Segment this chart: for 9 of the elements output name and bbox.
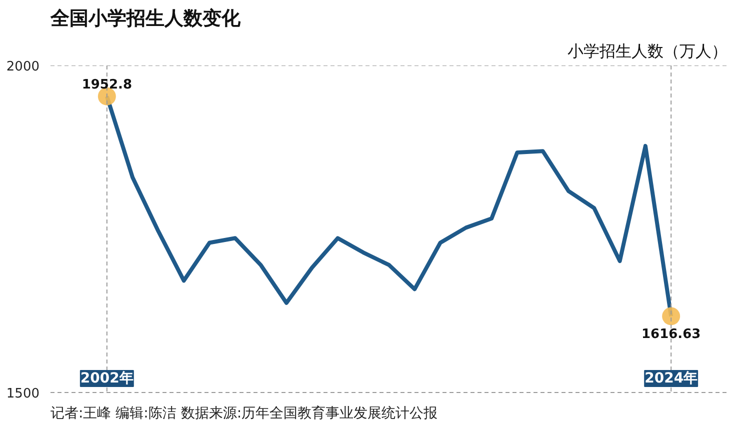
data-label: 1616.63: [641, 327, 701, 342]
chart-title: 全国小学招生人数变化: [50, 8, 242, 30]
text: 记者:王峰 编辑:陈洁 数据来源:历年全国教育事业发展统计公报: [50, 404, 438, 422]
y-tick-label: 1500: [6, 386, 40, 402]
x-tick-label: 2002年: [80, 370, 134, 386]
x-tick-label: 2024年: [644, 370, 698, 386]
y-tick-label: 2000: [6, 60, 40, 74]
data-label: 1952.8: [82, 77, 132, 92]
y-axis-title: 小学招生人数（万人）: [568, 42, 728, 60]
